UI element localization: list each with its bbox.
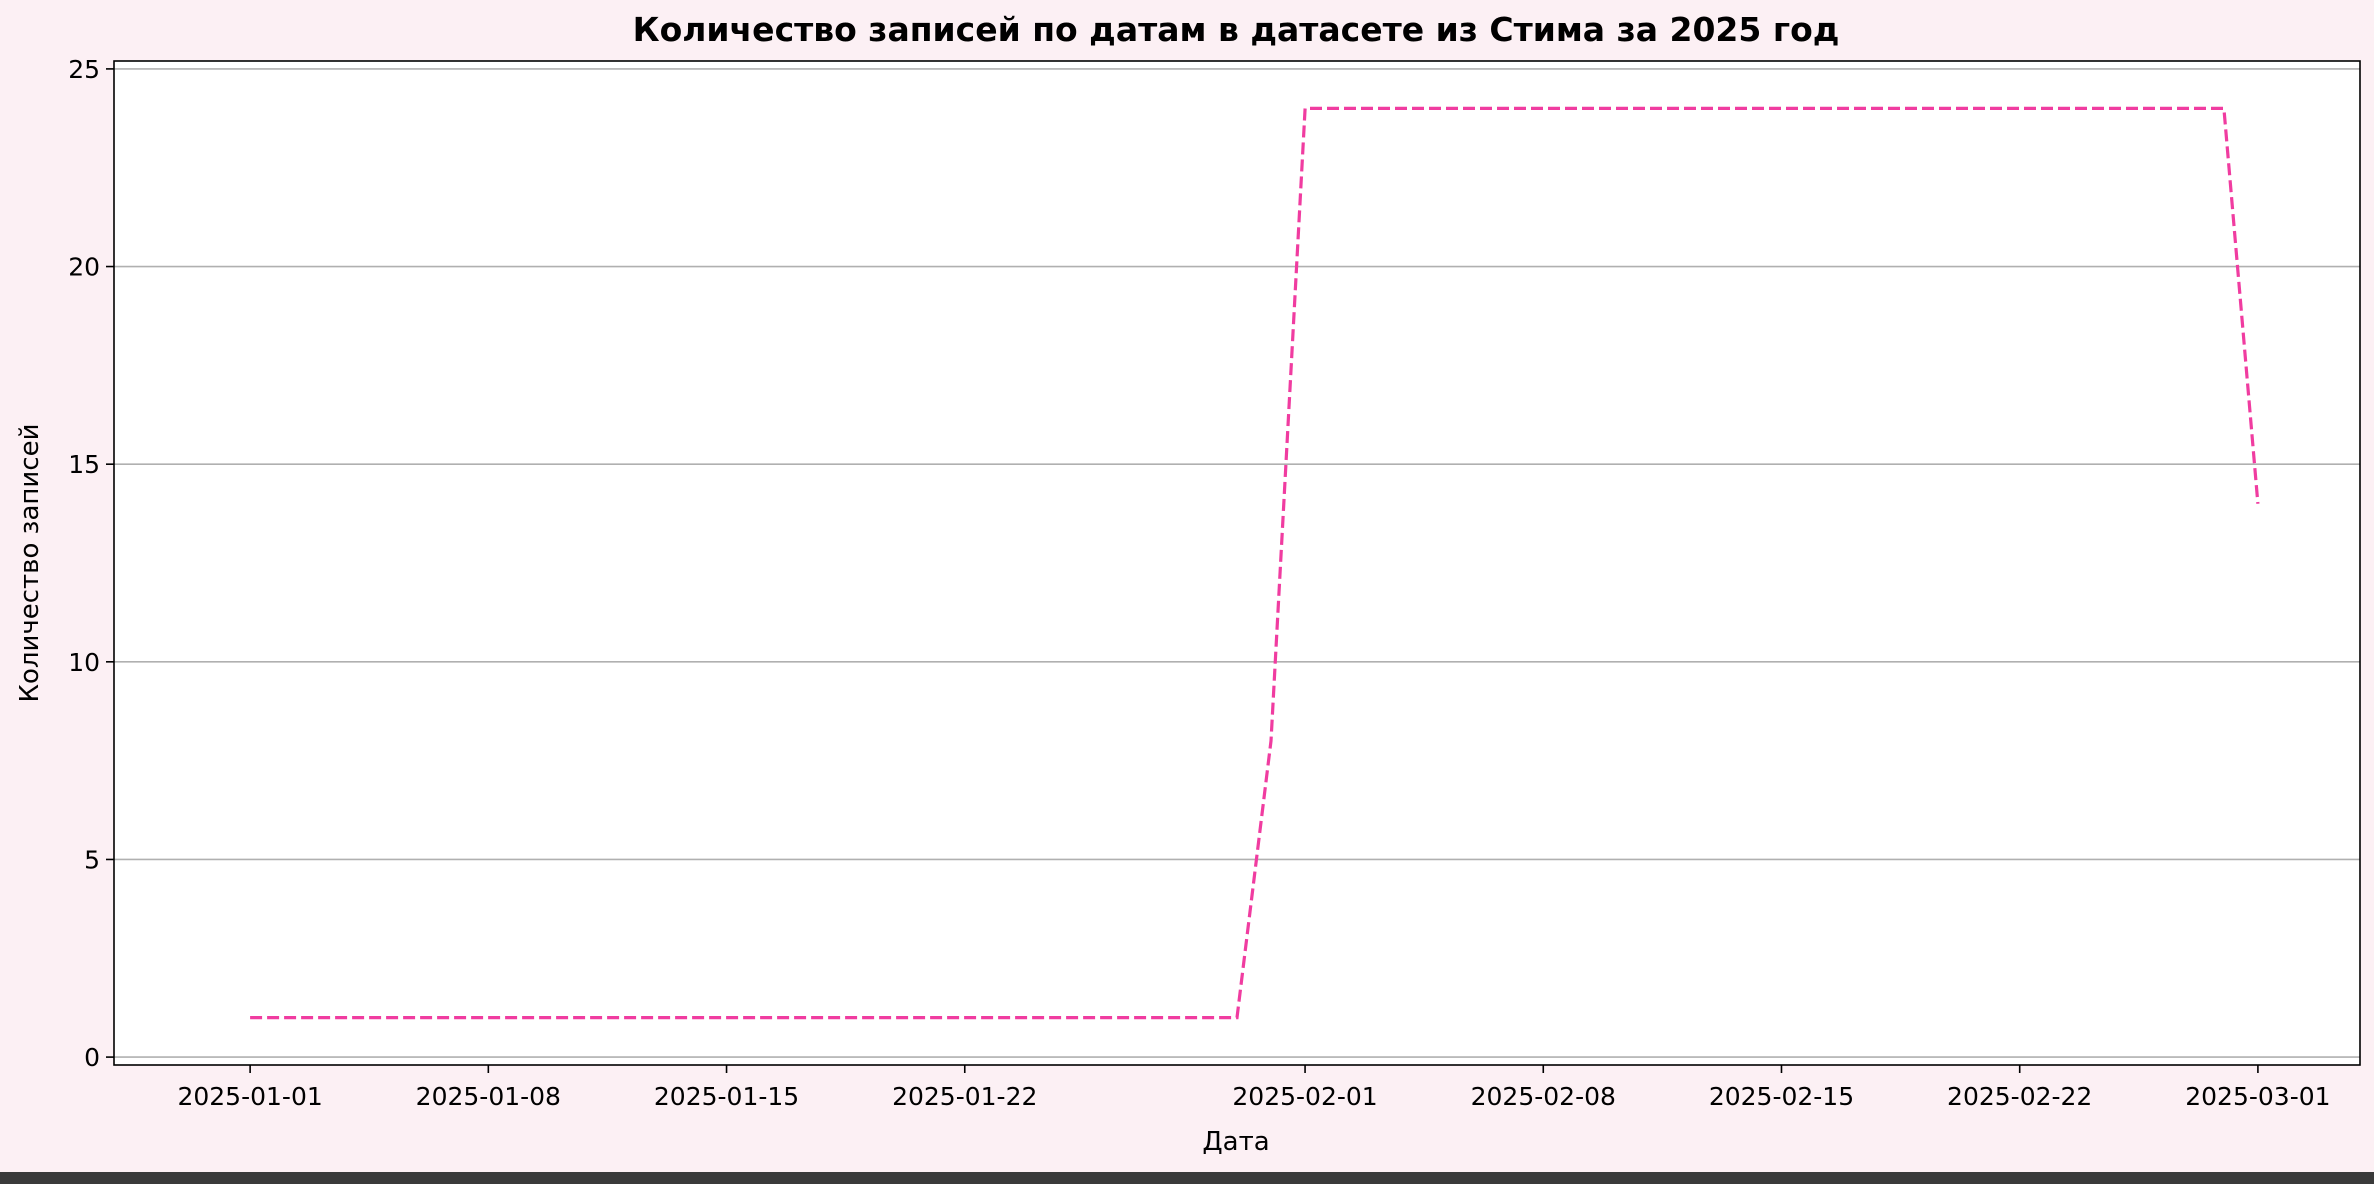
- y-tick-label: 25: [68, 55, 100, 84]
- x-tick-label: 2025-01-01: [177, 1082, 322, 1111]
- plot-frame: [113, 60, 2361, 1066]
- chart-title: Количество записей по датам в датасете и…: [633, 10, 1840, 49]
- y-tick-label: 15: [68, 450, 100, 479]
- window-bottom-bar: [0, 1172, 2374, 1184]
- x-tick-label: 2025-01-22: [892, 1082, 1037, 1111]
- series-line-layer: [250, 106, 2260, 1020]
- y-tick-label: 0: [84, 1043, 100, 1072]
- x-axis-ticks: 2025-01-01 2025-01-08 2025-01-15 2025-01-22…: [177, 1065, 2331, 1111]
- x-axis-label: Дата: [1202, 1127, 1269, 1157]
- x-tick-label: 2025-02-01: [1232, 1082, 1377, 1111]
- x-tick-label: 2025-03-01: [2185, 1082, 2330, 1111]
- y-tick-label: 10: [68, 648, 100, 677]
- y-axis-label: Количество записей: [15, 423, 45, 702]
- y-axis-ticks: 0 5 10 15 20 25: [68, 55, 114, 1072]
- x-tick-label: 2025-02-22: [1947, 1082, 2092, 1111]
- x-tick-label: 2025-01-08: [416, 1082, 561, 1111]
- x-tick-label: 2025-02-08: [1471, 1082, 1616, 1111]
- series-line: [250, 106, 2260, 1020]
- y-gridlines: [114, 68, 2360, 1058]
- x-tick-label: 2025-01-15: [654, 1082, 799, 1111]
- y-tick-label: 20: [68, 253, 100, 282]
- plot-area: [114, 61, 2360, 1065]
- y-tick-label: 5: [84, 845, 100, 874]
- x-tick-label: 2025-02-15: [1709, 1082, 1854, 1111]
